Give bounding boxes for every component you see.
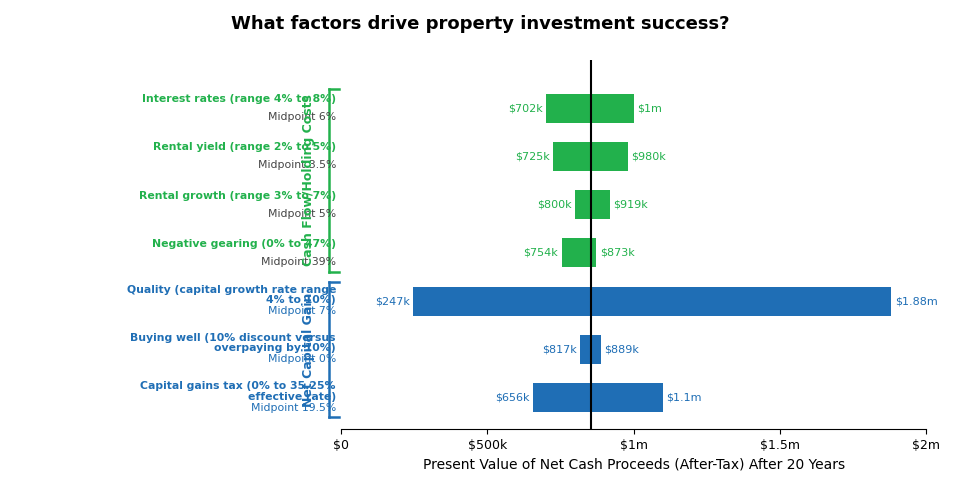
Text: Net Capital Gain: Net Capital Gain (301, 292, 315, 407)
Bar (553, 142, 628, 171)
Text: $702k: $702k (508, 103, 542, 113)
Text: $919k: $919k (613, 200, 648, 210)
Text: $1.1m: $1.1m (666, 393, 702, 403)
Text: Capital gains tax (0% to 35.25%: Capital gains tax (0% to 35.25% (140, 381, 336, 391)
Text: $725k: $725k (515, 151, 549, 161)
Text: effective rate): effective rate) (248, 392, 336, 402)
Text: $817k: $817k (541, 344, 577, 354)
Text: Midpoint 0%: Midpoint 0% (268, 354, 336, 364)
Text: $1m: $1m (637, 103, 662, 113)
Text: overpaying by 10%): overpaying by 10%) (214, 343, 336, 353)
Text: $889k: $889k (605, 344, 639, 354)
Text: Midpoint 3.5%: Midpoint 3.5% (257, 160, 336, 170)
Text: $247k: $247k (374, 296, 410, 306)
Bar (580, 335, 601, 364)
Text: $656k: $656k (494, 393, 529, 403)
Bar (575, 190, 610, 219)
Text: Midpoint 7%: Midpoint 7% (268, 306, 336, 316)
Text: $754k: $754k (523, 248, 558, 258)
Text: $1.88m: $1.88m (895, 296, 938, 306)
Text: $800k: $800k (537, 200, 571, 210)
Bar (533, 383, 662, 412)
Text: Interest rates (range 4% to 8%): Interest rates (range 4% to 8%) (142, 94, 336, 104)
Bar (413, 287, 891, 316)
Text: Midpoint 19.5%: Midpoint 19.5% (251, 403, 336, 413)
X-axis label: Present Value of Net Cash Proceeds (After-Tax) After 20 Years: Present Value of Net Cash Proceeds (Afte… (422, 458, 845, 472)
Text: Quality (capital growth rate range: Quality (capital growth rate range (127, 285, 336, 295)
Bar (546, 94, 634, 123)
Text: Negative gearing (0% to 47%): Negative gearing (0% to 47%) (152, 239, 336, 249)
Text: $980k: $980k (632, 151, 666, 161)
Text: Midpoint 5%: Midpoint 5% (268, 209, 336, 219)
Text: $873k: $873k (600, 248, 635, 258)
Text: 4% to 10%): 4% to 10%) (266, 295, 336, 305)
Text: Buying well (10% discount versus: Buying well (10% discount versus (131, 333, 336, 343)
Text: Midpoint 6%: Midpoint 6% (268, 112, 336, 122)
Text: Cash Flow/Holding Costs: Cash Flow/Holding Costs (301, 95, 315, 266)
Text: Midpoint 39%: Midpoint 39% (261, 257, 336, 267)
Text: What factors drive property investment success?: What factors drive property investment s… (230, 15, 730, 33)
Text: Rental growth (range 3% to 7%): Rental growth (range 3% to 7%) (139, 191, 336, 201)
Text: Rental yield (range 2% to 5%): Rental yield (range 2% to 5%) (153, 142, 336, 152)
Bar (562, 239, 596, 267)
